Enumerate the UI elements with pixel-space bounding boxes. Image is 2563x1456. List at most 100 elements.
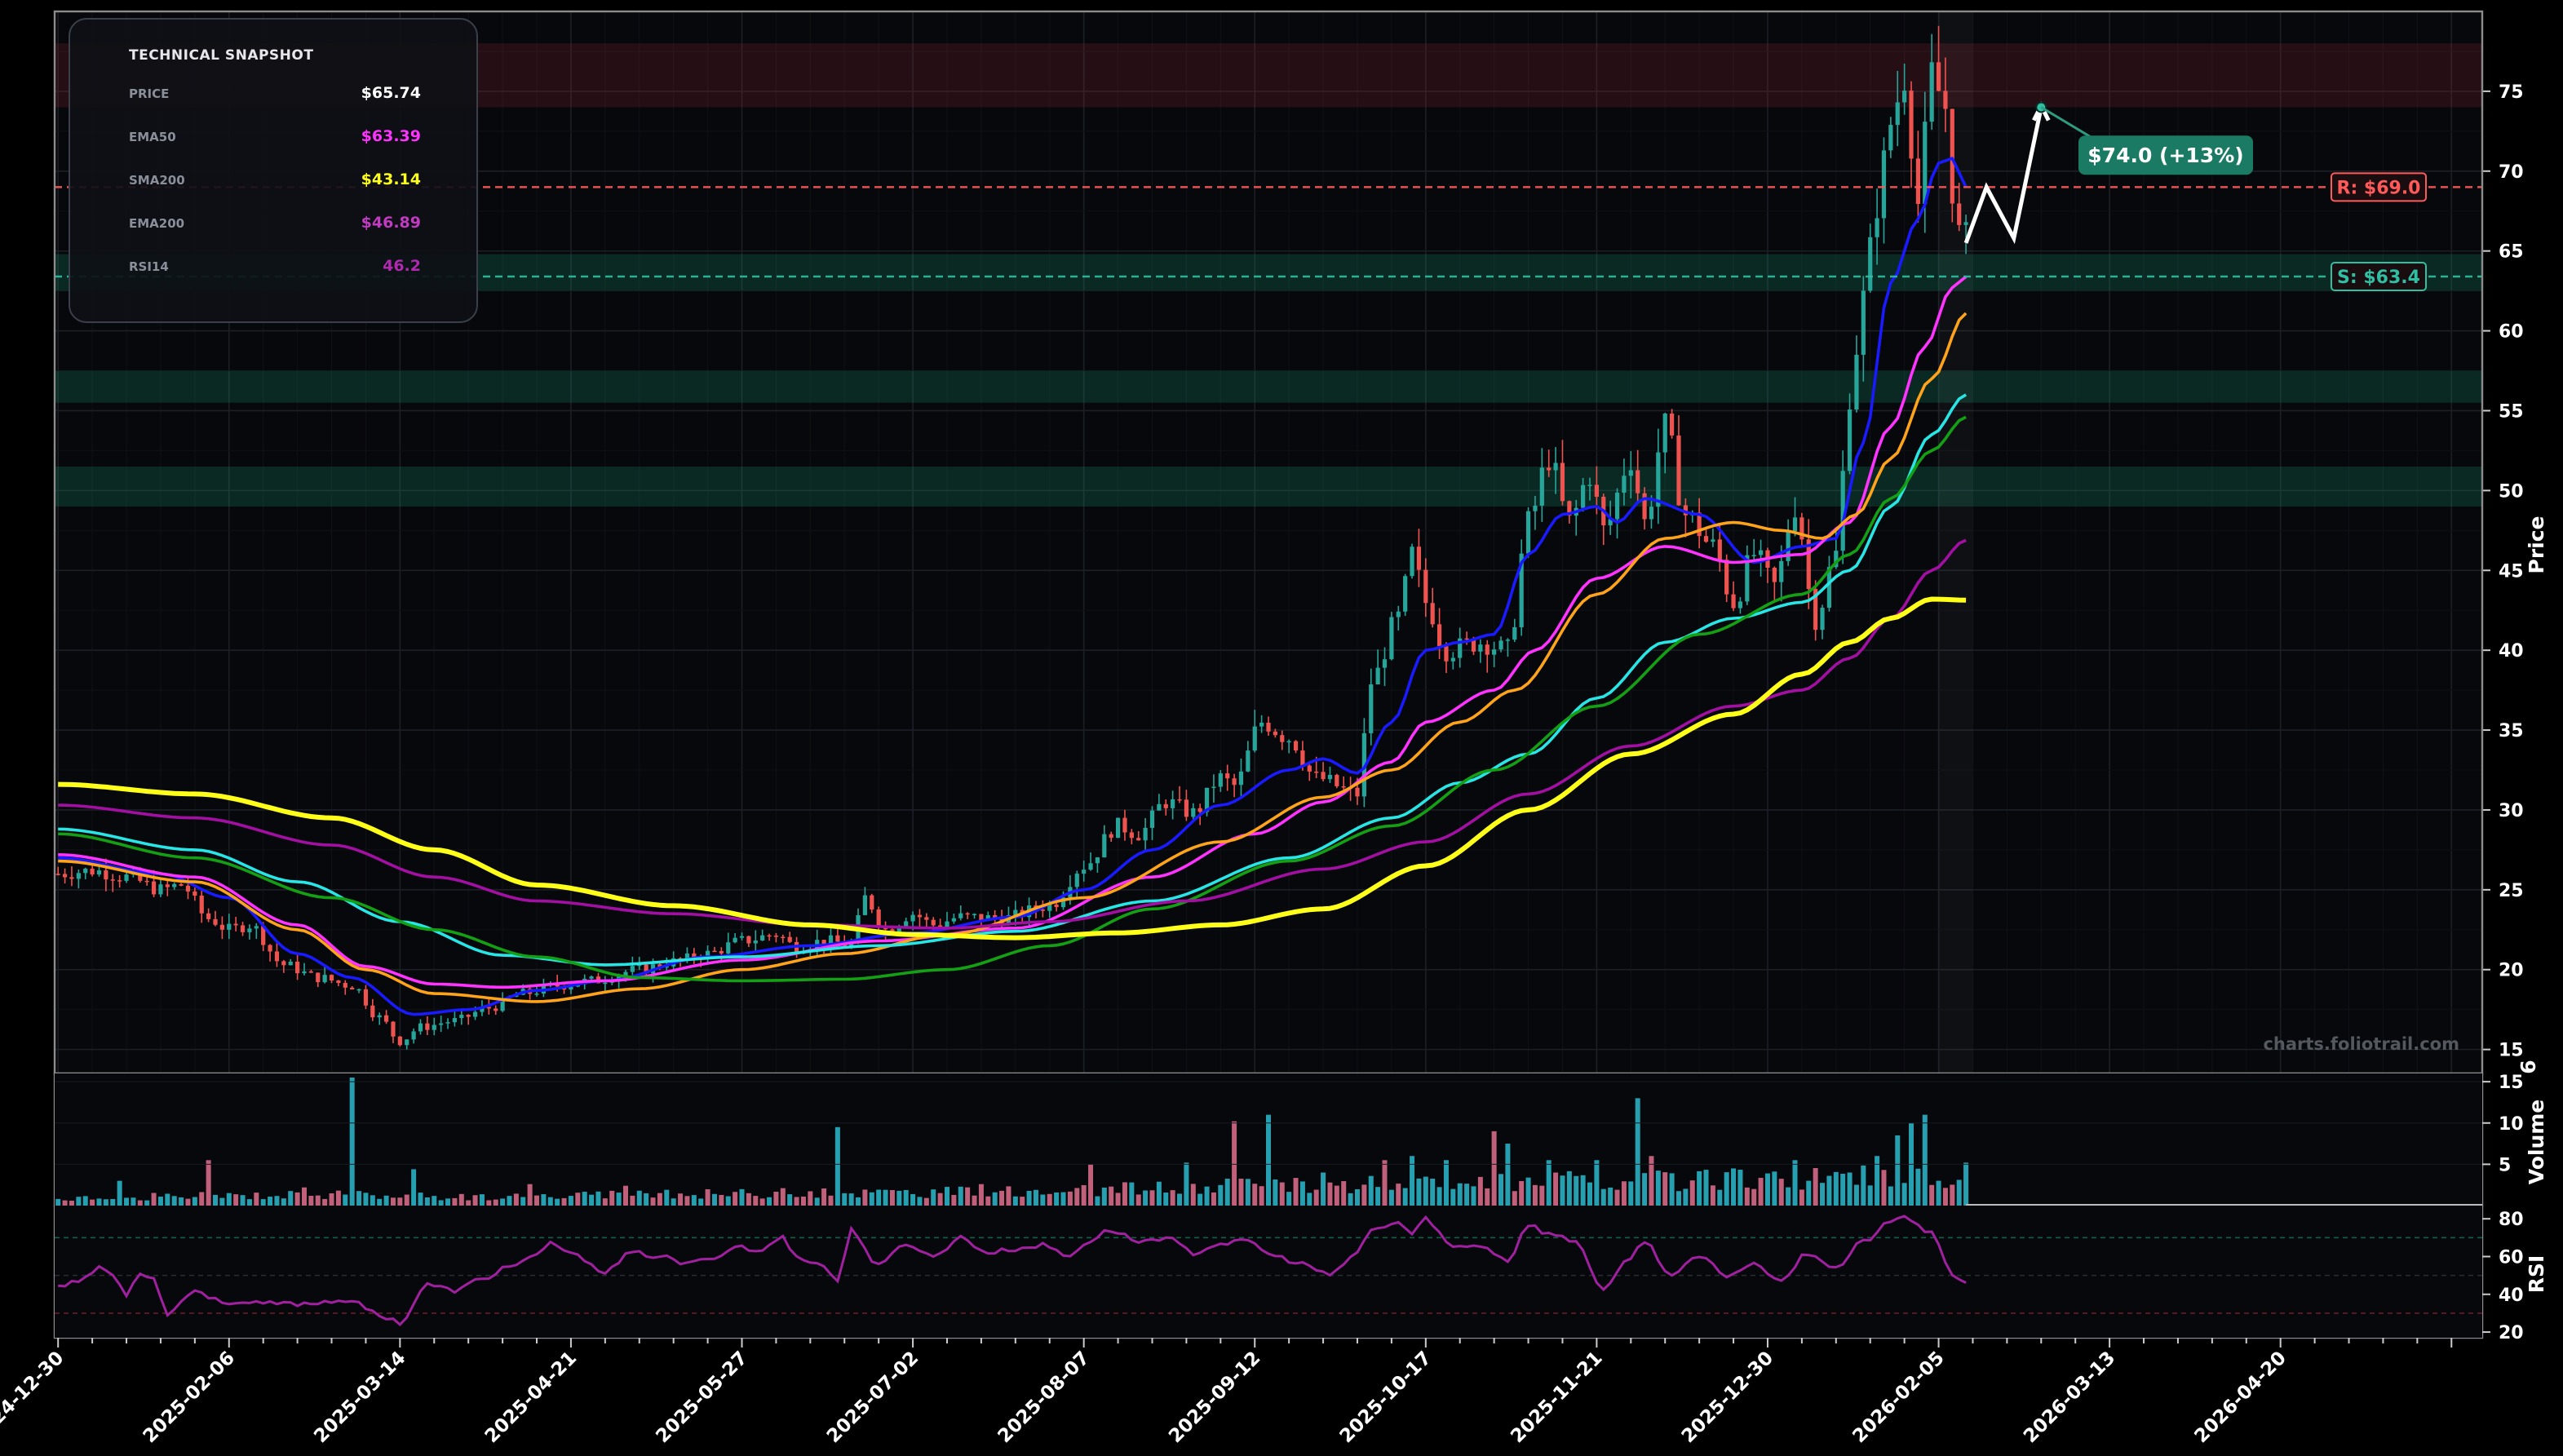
- volume-bar: [1197, 1193, 1203, 1206]
- candle: [1293, 740, 1299, 754]
- candle: [494, 1005, 498, 1016]
- candle-body: [172, 883, 177, 887]
- volume-bar: [1450, 1188, 1456, 1206]
- candle-body: [261, 926, 266, 945]
- volume-bar: [1252, 1184, 1258, 1206]
- candle-body: [534, 994, 539, 995]
- candle-body: [746, 936, 751, 944]
- candle-body: [1779, 560, 1784, 582]
- candle-body: [609, 981, 614, 983]
- candle-body: [739, 936, 745, 938]
- candle-body: [1225, 773, 1230, 779]
- volume-bar: [1655, 1171, 1661, 1206]
- candle-body: [439, 1023, 444, 1025]
- candle-body: [1211, 786, 1216, 789]
- candle-body: [350, 987, 355, 990]
- volume-bar: [137, 1200, 143, 1206]
- snapshot-label: EMA200: [129, 216, 185, 231]
- candle-body: [1525, 511, 1531, 554]
- candle-body: [931, 919, 936, 926]
- candle-body: [569, 986, 573, 990]
- volume-bar: [1436, 1187, 1442, 1206]
- candle-body: [1636, 470, 1640, 493]
- candle-body: [1115, 817, 1121, 839]
- volume-bar: [1546, 1160, 1552, 1206]
- candle-body: [1840, 471, 1845, 551]
- volume-bar: [1553, 1172, 1559, 1206]
- volume-bar: [814, 1197, 820, 1206]
- volume-bar: [226, 1193, 232, 1206]
- candle: [1731, 581, 1736, 612]
- volume-bar: [1416, 1178, 1422, 1206]
- volume-bar: [1628, 1181, 1634, 1206]
- candle: [1498, 636, 1503, 653]
- moving-average-sma200: [58, 596, 1967, 940]
- candle: [466, 1014, 471, 1025]
- volume-bar: [1717, 1189, 1723, 1206]
- candle-body: [179, 883, 184, 886]
- volume-bar: [1703, 1170, 1709, 1206]
- candle: [1806, 519, 1811, 609]
- candle: [712, 946, 717, 953]
- volume-bar: [1820, 1183, 1826, 1206]
- candle-body: [199, 895, 204, 914]
- volume-bar: [589, 1194, 595, 1206]
- volume-bar: [411, 1169, 417, 1206]
- volume-bar: [69, 1200, 74, 1206]
- volume-bar: [1566, 1171, 1572, 1206]
- candle: [1737, 597, 1743, 614]
- volume-bar: [76, 1197, 82, 1206]
- candle-body: [466, 1015, 471, 1017]
- candle: [862, 887, 867, 916]
- volume-bar: [1901, 1183, 1907, 1206]
- volume-bar: [1361, 1184, 1367, 1206]
- volume-bar: [910, 1193, 916, 1206]
- candle: [1095, 856, 1100, 873]
- volume-bar: [1833, 1171, 1839, 1206]
- candle-body: [1608, 519, 1613, 526]
- volume-bar: [876, 1189, 882, 1206]
- resistance-label: R: $69.0: [2337, 178, 2421, 198]
- candle-body: [1745, 555, 1750, 602]
- candle: [733, 933, 737, 944]
- volume-bar: [1190, 1184, 1196, 1206]
- candle: [418, 1019, 423, 1035]
- volume-bar: [370, 1195, 375, 1206]
- volume-bar: [1724, 1172, 1729, 1206]
- candle: [1861, 276, 1866, 382]
- candle: [1450, 652, 1455, 670]
- candle-body: [828, 935, 834, 945]
- candle-body: [1826, 567, 1832, 609]
- candle-body: [657, 964, 662, 967]
- candle-body: [356, 989, 361, 991]
- volume-bar: [1313, 1189, 1319, 1206]
- candle: [1581, 477, 1586, 512]
- volume-bar: [1635, 1098, 1640, 1206]
- volume-bar: [527, 1184, 533, 1206]
- candle-body: [206, 913, 211, 919]
- rsi-tick-label: 60: [2499, 1247, 2524, 1268]
- volume-bar: [254, 1193, 259, 1206]
- volume-bar: [288, 1191, 294, 1206]
- volume-bar: [923, 1197, 929, 1206]
- volume-bar: [1170, 1190, 1175, 1206]
- candle-body: [985, 914, 990, 921]
- volume-bar: [965, 1187, 971, 1206]
- volume-bar: [199, 1192, 205, 1206]
- volume-bar: [711, 1193, 717, 1206]
- projection-path: [1963, 106, 2043, 245]
- candle: [486, 999, 491, 1015]
- volume-bar: [691, 1195, 697, 1206]
- support-label: S: $63.4: [2337, 268, 2420, 288]
- candle-body: [1450, 657, 1455, 662]
- moving-average-ema50: [58, 275, 1968, 989]
- volume-bar: [1020, 1197, 1025, 1206]
- projection-label-box: [2078, 135, 2253, 175]
- volume-bar: [1129, 1182, 1135, 1206]
- candle: [1074, 870, 1079, 899]
- volume-bar: [383, 1195, 389, 1206]
- candle: [1286, 739, 1291, 754]
- volume-bar: [1847, 1172, 1853, 1206]
- candle: [917, 909, 923, 927]
- candle: [445, 1018, 450, 1029]
